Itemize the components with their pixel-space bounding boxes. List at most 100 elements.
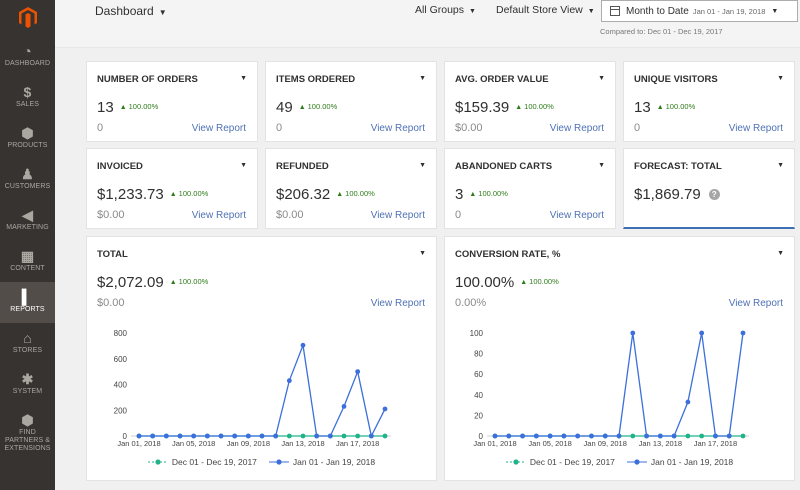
previous-period-point xyxy=(286,433,292,439)
card-change: ▲ 100.00% xyxy=(170,277,209,286)
current-period-point xyxy=(671,433,677,439)
card-menu-icon[interactable]: ▼ xyxy=(777,75,784,82)
card-change: ▲ 100.00% xyxy=(515,102,554,111)
current-period-point xyxy=(204,433,210,439)
store-view-value: Default Store View xyxy=(496,4,583,16)
arrow-up-icon: ▲ xyxy=(656,104,664,111)
current-period-point xyxy=(616,433,622,439)
y-tick-label: 80 xyxy=(474,350,483,359)
sidebar-item-content[interactable]: ▦ CONTENT xyxy=(0,241,55,282)
x-tick-label: Jan 05, 2018 xyxy=(172,439,215,448)
sidebar-item-stores[interactable]: ⌂ STORES xyxy=(0,323,55,364)
card-value: 100.00% ▲ 100.00% xyxy=(455,274,559,291)
legend-label: Dec 01 - Dec 19, 2017 xyxy=(171,457,257,467)
view-report-link[interactable]: View Report xyxy=(370,123,425,134)
legend-marker-previous xyxy=(147,459,168,465)
legend-item-previous[interactable]: Dec 01 - Dec 19, 2017 xyxy=(147,457,257,467)
current-period-point xyxy=(740,330,746,336)
card-value-text: $1,869.79 xyxy=(634,186,701,203)
card-unique-visitors: UNIQUE VISITORS ▼ 13 ▲ 100.00% 0 View Repo… xyxy=(623,61,795,142)
current-period-point xyxy=(602,433,608,439)
previous-period-point xyxy=(699,433,705,439)
current-period-point xyxy=(273,433,279,439)
sidebar-item-system[interactable]: ✱ SYSTEM xyxy=(0,364,55,405)
card-menu-icon[interactable]: ▼ xyxy=(598,162,605,169)
page-title: Dashboard xyxy=(95,4,154,18)
current-period-point xyxy=(561,433,567,439)
arrow-up-icon: ▲ xyxy=(169,191,177,198)
legend-label: Jan 01 - Jan 19, 2018 xyxy=(292,457,376,467)
card-menu-icon[interactable]: ▼ xyxy=(419,250,426,257)
sidebar-item-marketing[interactable]: ◀ MARKETING xyxy=(0,200,55,241)
sidebar-item-label: SALES xyxy=(15,101,40,108)
card-menu-icon[interactable]: ▼ xyxy=(419,162,426,169)
dollar-icon: $ xyxy=(23,84,32,100)
sidebar-item-reports[interactable]: ▍ REPORTS xyxy=(0,282,55,323)
current-period-point xyxy=(259,433,265,439)
arrow-up-icon: ▲ xyxy=(515,104,523,111)
store-view-select[interactable]: Default Store View ▼ xyxy=(496,4,595,16)
current-period-point xyxy=(589,433,594,439)
card-value-text: $206.32 xyxy=(276,186,331,203)
sidebar-item-products[interactable]: ⬢ PRODUCTS xyxy=(0,118,55,159)
current-period-point xyxy=(382,406,388,412)
current-period-point xyxy=(232,433,238,439)
card-previous-value: $0.00 xyxy=(97,297,125,309)
arrow-up-icon: ▲ xyxy=(520,279,528,286)
legend-item-current[interactable]: Jan 01 - Jan 19, 2018 xyxy=(626,457,733,467)
x-tick-label: Jan 17, 2018 xyxy=(694,439,737,448)
view-report-link[interactable]: View Report xyxy=(191,210,246,221)
card-menu-icon[interactable]: ▼ xyxy=(240,75,247,82)
previous-period-point xyxy=(382,433,388,439)
y-tick-label: 600 xyxy=(114,355,128,364)
current-period-point xyxy=(533,433,539,439)
current-period-point xyxy=(341,403,347,409)
current-period-point xyxy=(177,433,183,439)
x-tick-label: Jan 09, 2018 xyxy=(584,439,627,448)
card-change: ▲ 100.00% xyxy=(520,277,559,286)
current-period-point xyxy=(355,369,361,375)
caret-down-icon: ▼ xyxy=(771,7,779,15)
magento-logo[interactable] xyxy=(0,0,55,36)
legend-marker-previous xyxy=(505,459,526,465)
card-change-value: 100.00% xyxy=(178,277,209,286)
view-report-link[interactable]: View Report xyxy=(191,123,246,134)
card-menu-icon[interactable]: ▼ xyxy=(598,75,605,82)
card-menu-icon[interactable]: ▼ xyxy=(419,75,426,82)
card-title: FORECAST: TOTAL xyxy=(634,161,722,172)
sidebar-item-find[interactable]: ⬢ FIND PARTNERS & EXTENSIONS xyxy=(0,405,55,457)
view-report-link[interactable]: View Report xyxy=(370,298,425,309)
card-menu-icon[interactable]: ▼ xyxy=(777,162,784,169)
legend-item-previous[interactable]: Dec 01 - Dec 19, 2017 xyxy=(505,457,615,467)
legend-item-current[interactable]: Jan 01 - Jan 19, 2018 xyxy=(268,457,376,467)
view-report-link[interactable]: View Report xyxy=(728,123,783,134)
legend-label: Dec 01 - Dec 19, 2017 xyxy=(529,457,615,467)
store-icon: ⌂ xyxy=(23,330,32,346)
card-previous-value: 0 xyxy=(276,122,283,134)
y-tick-label: 200 xyxy=(114,406,128,415)
card-value: $1,233.73 ▲ 100.00% xyxy=(97,186,208,203)
card-previous-value: 0 xyxy=(97,122,104,134)
view-report-link[interactable]: View Report xyxy=(549,123,604,134)
view-report-link[interactable]: View Report xyxy=(549,210,604,221)
help-icon[interactable]: ? xyxy=(708,189,720,200)
sidebar-item-sales[interactable]: $ SALES xyxy=(0,77,55,118)
card-menu-icon[interactable]: ▼ xyxy=(240,162,247,169)
card-total-chart: TOTAL ▼ $2,072.09 ▲ 100.00% $0.00 View Rep… xyxy=(86,236,437,481)
groups-select[interactable]: All Groups ▼ xyxy=(415,4,476,16)
dashboard-switcher[interactable]: Dashboard ▼ xyxy=(95,4,167,18)
card-value-text: 13 xyxy=(97,99,114,116)
current-period-point xyxy=(286,378,292,384)
sidebar-item-customers[interactable]: ♟ CUSTOMERS xyxy=(0,159,55,200)
card-value: 49 ▲ 100.00% xyxy=(276,99,337,116)
sidebar-item-dashboard[interactable]: ◔ DASHBOARD xyxy=(0,36,55,77)
card-value-text: 49 xyxy=(276,99,293,116)
current-period-point xyxy=(685,399,691,405)
view-report-link[interactable]: View Report xyxy=(370,210,425,221)
date-range-picker[interactable]: Month to Date Jan 01 - Jan 19, 2018 ▼ xyxy=(601,0,798,22)
compared-to-text: Compared to: Dec 01 - Dec 19, 2017 xyxy=(600,27,723,36)
card-menu-icon[interactable]: ▼ xyxy=(777,250,784,257)
view-report-link[interactable]: View Report xyxy=(728,298,783,309)
sidebar-item-label: PRODUCTS xyxy=(7,142,48,149)
card-value: $206.32 ▲ 100.00% xyxy=(276,186,375,203)
